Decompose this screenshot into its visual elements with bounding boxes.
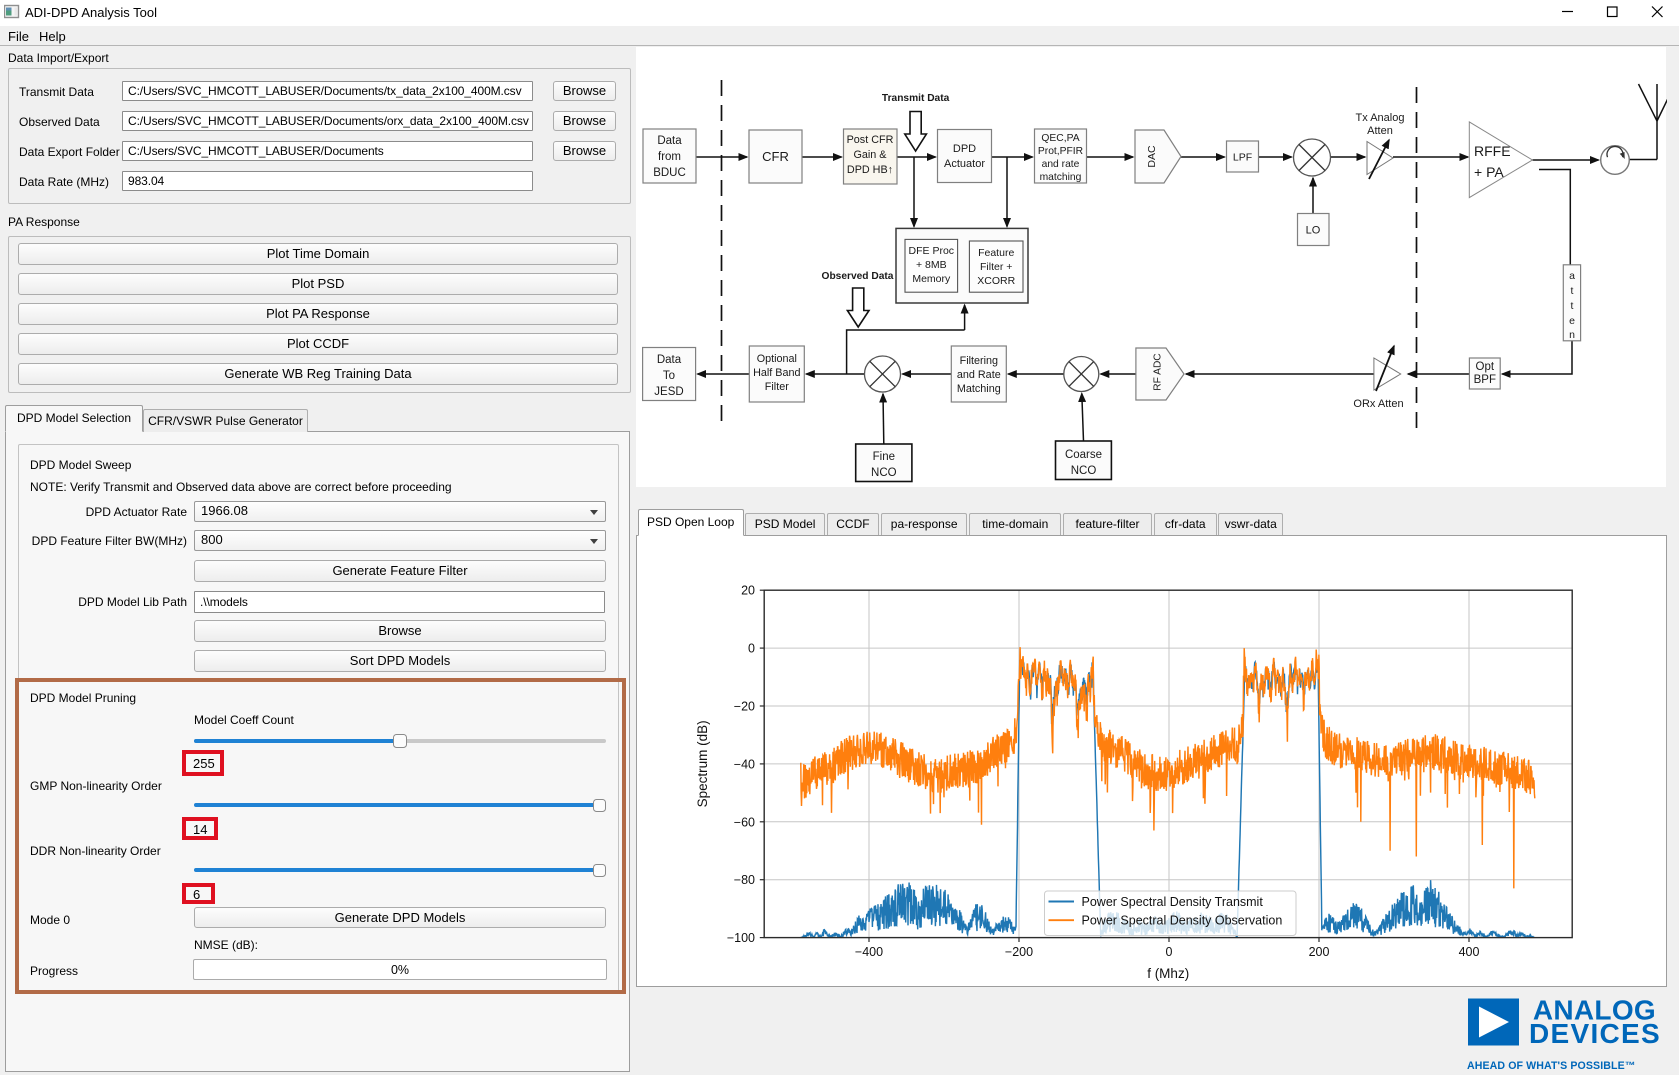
svg-text:f (Mhz): f (Mhz) (1147, 966, 1189, 981)
svg-text:Atten: Atten (1367, 125, 1393, 137)
svg-text:DPD: DPD (953, 143, 976, 155)
svg-text:Tx Analog: Tx Analog (1356, 112, 1405, 124)
svg-text:AHEAD OF WHAT'S POSSIBLE™: AHEAD OF WHAT'S POSSIBLE™ (1467, 1060, 1635, 1072)
svg-text:−60: −60 (734, 815, 755, 829)
svg-text:t: t (1571, 285, 1574, 297)
svg-text:t: t (1571, 300, 1574, 312)
svg-text:ORx Atten: ORx Atten (1353, 398, 1403, 410)
svg-text:RFFE: RFFE (1474, 143, 1511, 159)
svg-text:Spectrum (dB): Spectrum (dB) (695, 720, 710, 807)
svg-text:Optional: Optional (757, 353, 797, 365)
svg-text:Data: Data (657, 135, 682, 147)
svg-text:Filter: Filter (765, 381, 789, 393)
svg-text:QEC,PA: QEC,PA (1041, 133, 1079, 144)
svg-text:and rate: and rate (1042, 159, 1080, 170)
svg-text:Memory: Memory (912, 273, 951, 285)
svg-text:XCORR: XCORR (977, 275, 1015, 287)
svg-text:DFE Proc: DFE Proc (909, 245, 955, 257)
svg-text:DAC: DAC (1146, 145, 1158, 168)
svg-text:−40: −40 (734, 757, 755, 771)
svg-text:0: 0 (1166, 945, 1173, 959)
svg-text:Gain &: Gain & (853, 149, 887, 161)
svg-text:and Rate: and Rate (957, 369, 1001, 381)
svg-text:NCO: NCO (1071, 465, 1097, 477)
svg-text:Fine: Fine (873, 451, 895, 463)
svg-text:+ 8MB: + 8MB (916, 259, 947, 271)
svg-text:200: 200 (1309, 945, 1330, 959)
svg-text:Transmit Data: Transmit Data (882, 93, 950, 104)
svg-text:NCO: NCO (871, 467, 897, 479)
svg-text:0: 0 (748, 641, 755, 655)
svg-text:400: 400 (1459, 945, 1480, 959)
svg-text:Power Spectral Density Transmi: Power Spectral Density Transmit (1082, 895, 1264, 909)
svg-text:a: a (1569, 270, 1575, 282)
svg-text:DEVICES: DEVICES (1529, 1018, 1661, 1049)
svg-text:Prot,PFIR: Prot,PFIR (1038, 146, 1083, 157)
svg-text:LPF: LPF (1233, 152, 1252, 164)
svg-text:BDUC: BDUC (653, 167, 686, 179)
svg-text:from: from (658, 151, 681, 163)
svg-text:n: n (1569, 329, 1575, 341)
svg-text:−400: −400 (855, 945, 883, 959)
svg-text:ANALOG: ANALOG (1533, 995, 1656, 1026)
svg-text:Power Spectral Density Observa: Power Spectral Density Observation (1082, 913, 1283, 927)
svg-text:Feature: Feature (978, 247, 1014, 259)
svg-text:Coarse: Coarse (1065, 449, 1102, 461)
svg-text:−200: −200 (1005, 945, 1033, 959)
svg-text:Filter +: Filter + (980, 261, 1012, 273)
svg-text:Opt: Opt (1476, 361, 1495, 373)
svg-text:LO: LO (1306, 225, 1321, 237)
svg-text:Half Band: Half Band (753, 367, 800, 379)
svg-text:RF ADC: RF ADC (1153, 353, 1164, 390)
svg-text:DPD HB↑: DPD HB↑ (847, 164, 893, 176)
svg-text:To: To (663, 370, 675, 382)
svg-text:matching: matching (1040, 172, 1082, 183)
svg-text:e: e (1569, 315, 1575, 327)
svg-text:−80: −80 (734, 873, 755, 887)
svg-text:Post CFR: Post CFR (847, 134, 894, 146)
svg-text:Filtering: Filtering (960, 355, 998, 367)
svg-text:Observed Data: Observed Data (822, 271, 894, 282)
svg-text:20: 20 (741, 583, 755, 597)
svg-text:BPF: BPF (1474, 374, 1496, 386)
svg-text:−20: −20 (734, 699, 755, 713)
svg-text:Data: Data (657, 354, 682, 366)
svg-text:Matching: Matching (957, 383, 1001, 395)
svg-text:−100: −100 (727, 931, 755, 945)
svg-text:CFR: CFR (762, 149, 789, 164)
svg-text:Actuator: Actuator (944, 158, 985, 170)
svg-text:+ PA: + PA (1474, 164, 1504, 180)
svg-text:JESD: JESD (654, 386, 683, 398)
